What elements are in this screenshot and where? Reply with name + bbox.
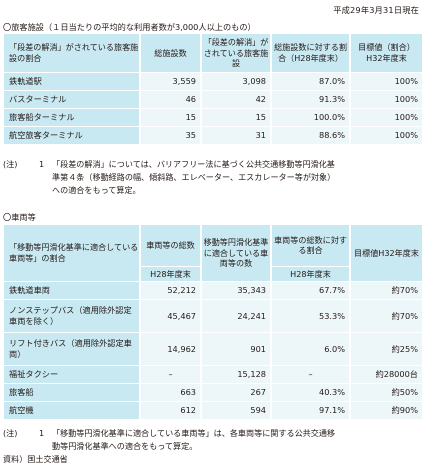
cell-value: 100.0%: [270, 108, 350, 127]
cell-value: 52,212: [139, 281, 201, 300]
table-row: リフト付きバス（適用除外認定車両） 14,962 901 6.0% 約25%: [4, 332, 422, 366]
row-label: 航空機: [4, 401, 140, 420]
cell-value: 100%: [349, 72, 422, 91]
row-label: リフト付きバス（適用除外認定車両）: [4, 332, 140, 366]
cell-value: 15: [139, 108, 201, 127]
cell-value: 約25%: [349, 332, 422, 366]
row-label: バスターミナル: [4, 90, 140, 109]
row-label: 航空旅客ターミナル: [4, 126, 140, 145]
cell-value: 45,467: [139, 299, 201, 333]
cell-value: 35,343: [200, 281, 271, 300]
cell-value: –: [270, 365, 350, 384]
cell-value: 3,559: [139, 72, 201, 91]
header-target: 目標値（割合）H32年度末: [350, 34, 422, 73]
cell-value: 97.1%: [270, 401, 350, 420]
table-row: バスターミナル 46 42 91.3% 100%: [4, 90, 422, 109]
cell-value: 約28000台: [349, 365, 422, 384]
table-row: 鉄軌道車両 52,212 35,343 67.7% 約70%: [4, 281, 422, 300]
table-row: 航空旅客ターミナル 35 31 88.6% 100%: [4, 126, 422, 145]
note-number: 1: [39, 159, 45, 169]
cell-value: 88.6%: [270, 126, 350, 145]
cell-value: 594: [200, 401, 271, 420]
cell-value: 40.3%: [270, 383, 350, 402]
cell-value: 663: [139, 383, 201, 402]
note-mark: (注): [3, 428, 18, 438]
cell-value: 53.3%: [270, 299, 350, 333]
table-row: 鉄軌道駅 3,559 3,098 87.0% 100%: [4, 72, 422, 91]
cell-value: 42: [200, 90, 271, 109]
cell-value: 約50%: [349, 383, 422, 402]
as-of-date: 平成29年3月31日現在: [333, 5, 419, 15]
note-line: 準第４条（移動経路の幅、傾斜路、エレベーター、エスカレーター等が対象）: [52, 172, 336, 182]
cell-value: 100%: [349, 126, 422, 145]
source-note: 資料）国土交通省: [3, 454, 68, 464]
table-row: 旅客船 663 267 40.3% 約50%: [4, 383, 422, 402]
header-category: 「段差の解消」がされている旅客施設の割合: [4, 34, 141, 73]
cell-value: 約70%: [349, 299, 422, 333]
cell-value: 91.3%: [270, 90, 350, 109]
cell-value: 46: [139, 90, 201, 109]
cell-value: 15,128: [200, 365, 271, 384]
cell-value: 901: [200, 332, 271, 366]
header-ratio: 車両等の総数に対する割合: [271, 225, 351, 267]
cell-value: 15: [200, 108, 271, 127]
facilities-table: 「段差の解消」がされている旅客施設の割合 総施設数 「段差の解消」がされている旅…: [4, 34, 422, 145]
cell-value: –: [139, 365, 201, 384]
header-ratio: 総施設数に対する割合（H28年度末）: [271, 34, 351, 73]
row-label: 鉄軌道駅: [4, 72, 140, 91]
section-title-vehicles: 〇車両等: [3, 212, 36, 222]
cell-value: 3,098: [200, 72, 271, 91]
cell-value: 約90%: [349, 401, 422, 420]
cell-value: 612: [139, 401, 201, 420]
table-row: 福祉タクシー – 15,128 – 約28000台: [4, 365, 422, 384]
table-row: 旅客船ターミナル 15 15 100.0% 100%: [4, 108, 422, 127]
table-row: 航空機 612 594 97.1% 約90%: [4, 401, 422, 420]
cell-value: 24,241: [200, 299, 271, 333]
note-line: 動等円滑化基準への適合をもって算定。: [52, 441, 198, 451]
header-category: 「移動等円滑化基準に適合している車両等」の割合: [4, 225, 141, 282]
cell-value: 67.7%: [270, 281, 350, 300]
note-line: 「移動等円滑化基準に適合している車両等」は、各車両等に関する公共交通移: [52, 428, 336, 438]
note-number: 1: [39, 428, 45, 438]
row-label: 鉄軌道車両: [4, 281, 140, 300]
subheader-year: H28年度末: [271, 265, 351, 282]
row-label: 福祉タクシー: [4, 365, 140, 384]
header-compliant: 「段差の解消」がされている旅客施設: [201, 34, 272, 73]
row-label: ノンステップバス（適用除外認定車両を除く）: [4, 299, 140, 333]
cell-value: 約70%: [349, 281, 422, 300]
subheader-year: H28年度末: [140, 265, 202, 282]
cell-value: 31: [200, 126, 271, 145]
header-total: 車両等の総数: [140, 225, 202, 267]
note-line: 「段差の解消」については、バリアフリー法に基づく公共交通移動等円滑化基: [52, 159, 335, 169]
cell-value: 267: [200, 383, 271, 402]
cell-value: 87.0%: [270, 72, 350, 91]
note-mark: (注): [3, 159, 18, 169]
cell-value: 100%: [349, 90, 422, 109]
table-row: ノンステップバス（適用除外認定車両を除く） 45,467 24,241 53.3…: [4, 299, 422, 333]
note-line: への適合をもって算定。: [52, 185, 141, 195]
row-label: 旅客船ターミナル: [4, 108, 140, 127]
cell-value: 35: [139, 126, 201, 145]
cell-value: 14,962: [139, 332, 201, 366]
header-compliant: 移動等円滑化基準に適合している車両等の数: [201, 225, 272, 282]
cell-value: 6.0%: [270, 332, 350, 366]
section-title-facilities: 〇旅客施設（１日当たりの平均的な利用者数が3,000人以上のもの）: [3, 22, 256, 32]
vehicles-table: 「移動等円滑化基準に適合している車両等」の割合 車両等の総数 移動等円滑化基準に…: [4, 225, 422, 420]
cell-value: 100%: [349, 108, 422, 127]
row-label: 旅客船: [4, 383, 140, 402]
header-target: 目標値H32年度末: [350, 225, 422, 282]
header-total: 総施設数: [140, 34, 202, 73]
